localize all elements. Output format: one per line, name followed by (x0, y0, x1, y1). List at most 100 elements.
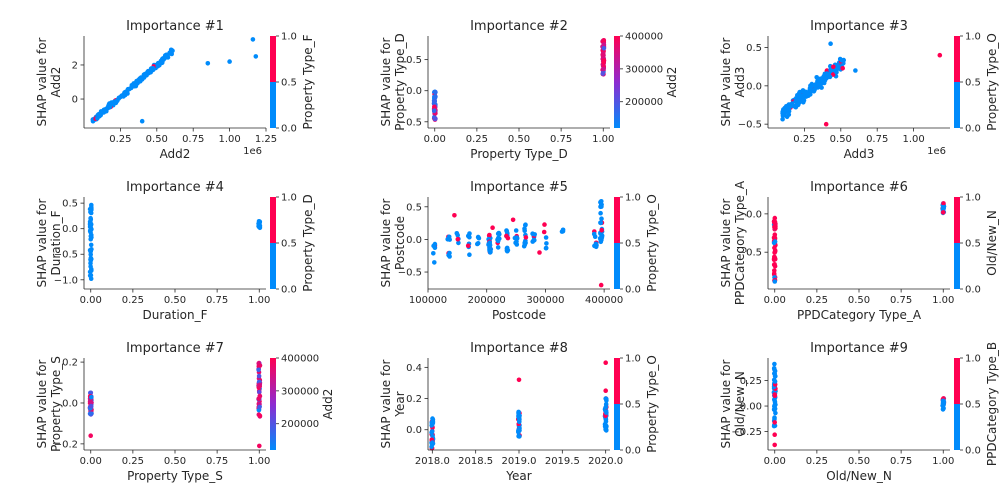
colorbar-low (614, 243, 620, 289)
y-tick-label: 0.0 (746, 81, 762, 92)
data-point (599, 227, 604, 233)
data-point (514, 242, 520, 247)
data-point (771, 423, 777, 429)
data-point (772, 442, 777, 448)
x-tick-label: 100000 (409, 295, 447, 306)
data-point (88, 403, 94, 409)
x-axis-label: Old/New_N (826, 469, 892, 483)
y-tick-label: −1.0 (54, 275, 78, 286)
colorbar-gradient (270, 358, 276, 450)
data-point (940, 398, 946, 404)
x-tick-label: 0.75 (206, 456, 228, 467)
data-point (504, 233, 509, 239)
x-tick-label: 2019.5 (545, 456, 580, 467)
y-axis-label: SHAP value forYear (379, 359, 407, 448)
colorbar: 0.0 0.5 1.0 Property Type_F (270, 32, 315, 135)
data-point (772, 220, 777, 225)
chart-title: Importance #8 (470, 341, 568, 356)
data-point (591, 231, 597, 237)
data-point (433, 90, 438, 95)
data-point (772, 371, 777, 376)
data-point (88, 390, 93, 396)
colorbar-tick-label: 0.0 (965, 446, 981, 457)
data-point (433, 116, 438, 121)
x-tick-label: 0.25 (109, 134, 131, 145)
x-tick-label: 1.00 (248, 456, 270, 467)
colorbar-tick-label: 300000 (625, 64, 663, 75)
colorbar-high (614, 197, 620, 243)
data-point (512, 235, 518, 241)
data-point (532, 232, 537, 237)
colorbar-tick-label: 0.0 (965, 124, 981, 135)
data-point (142, 71, 148, 77)
data-point (516, 434, 521, 439)
data-point (454, 231, 460, 236)
data-point (603, 404, 609, 410)
x-tick-label: 2020.0 (588, 456, 623, 467)
data-point (559, 229, 565, 234)
colorbar: 0.0 0.5 1.0 Property Type_D (270, 193, 315, 296)
y-tick-label: 0 (72, 95, 78, 106)
colorbar-tick-label: 400000 (625, 32, 663, 43)
data-point (598, 220, 603, 226)
x-axis-label: Add3 (844, 147, 875, 161)
data-point (88, 249, 93, 254)
x-axis-label: Property Type_S (127, 469, 223, 483)
x-tick-label: 1.00 (592, 134, 614, 145)
colorbar-tick-label: 0.5 (965, 78, 981, 89)
colorbar: 0.0 0.5 1.0 Property Type_O (614, 354, 659, 457)
data-point (531, 237, 536, 243)
y-tick-label: 0.0 (406, 86, 422, 97)
data-point (828, 41, 833, 46)
data-point (87, 269, 93, 275)
x-tick-label: 0.75 (550, 134, 572, 145)
data-point (125, 91, 130, 96)
data-point (772, 235, 778, 240)
data-point (837, 56, 843, 62)
data-point (250, 37, 256, 42)
data-point (455, 236, 461, 242)
chart-title: Importance #3 (810, 19, 908, 34)
x-tick-label: 200000 (468, 295, 506, 306)
data-point (544, 241, 549, 246)
data-point (522, 242, 528, 248)
y-axis-label: SHAP value forPostcode (379, 198, 407, 287)
data-point (431, 243, 436, 249)
data-point (516, 377, 522, 383)
data-point (598, 199, 603, 205)
x-tick-label: 2019.0 (502, 456, 537, 467)
colorbar-low (270, 243, 276, 289)
x-tick-label: 0.25 (806, 456, 828, 467)
subplot-3: Importance #3 0.25 0.50 0.75 1.00 −0.5 0.0 0.5 1… (719, 19, 999, 161)
x-tick-label: 300000 (526, 295, 564, 306)
x-tick-label: 0.00 (80, 456, 102, 467)
data-point (157, 62, 162, 68)
y-tick-label: 0.0 (406, 235, 422, 246)
colorbar-tick-label: 1.0 (965, 193, 981, 204)
colorbar-tick-label: 0.5 (965, 400, 981, 411)
colorbar-high (270, 36, 276, 82)
data-point (941, 201, 946, 206)
x-tick-label: 0.50 (508, 134, 530, 145)
data-point (598, 210, 603, 216)
data-point (432, 98, 438, 103)
data-point (772, 367, 777, 372)
data-point (88, 242, 94, 248)
data-point (772, 279, 778, 284)
x-tick-label: 2018.0 (415, 456, 450, 467)
x-tick-label: 0.25 (122, 456, 144, 467)
data-point (828, 67, 833, 73)
x-tick-label: 1.00 (902, 134, 924, 145)
data-point (487, 240, 493, 245)
x-tick-label: 0.75 (890, 456, 912, 467)
data-point (467, 252, 472, 257)
chart-title: Importance #1 (126, 19, 224, 34)
data-point (465, 243, 471, 249)
y-tick-label: 0.0 (62, 224, 78, 235)
colorbar-high (614, 358, 620, 404)
data-point (133, 83, 139, 89)
data-point (430, 440, 435, 445)
data-point (940, 205, 946, 210)
colorbar-tick-label: 0.5 (965, 239, 981, 250)
data-point (88, 264, 93, 269)
